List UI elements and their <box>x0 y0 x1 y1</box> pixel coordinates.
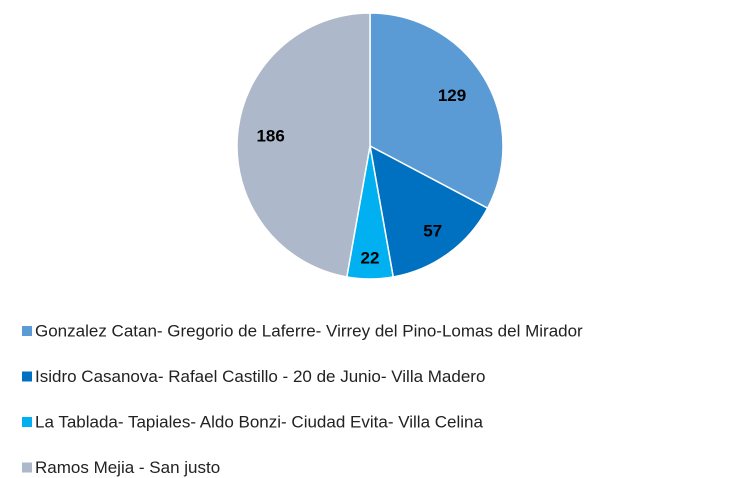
legend-swatch <box>22 462 32 473</box>
legend-label: La Tablada- Tapiales- Aldo Bonzi- Ciudad… <box>35 412 483 431</box>
data-label: 129 <box>438 86 466 105</box>
data-label: 22 <box>361 249 380 268</box>
data-label: 57 <box>423 221 442 240</box>
legend-swatch <box>22 326 32 336</box>
legend-label: Ramos Mejia - San justo <box>35 458 220 477</box>
legend-swatch <box>22 417 32 427</box>
legend-label: Isidro Casanova- Rafael Castillo - 20 de… <box>35 367 485 386</box>
legend-label: Gonzalez Catan- Gregorio de Laferre- Vir… <box>35 321 583 340</box>
legend-swatch <box>22 371 32 382</box>
pie-slice <box>236 12 371 278</box>
pie-slice <box>368 144 489 278</box>
data-label: 186 <box>256 127 284 146</box>
pie-slice <box>369 12 504 210</box>
